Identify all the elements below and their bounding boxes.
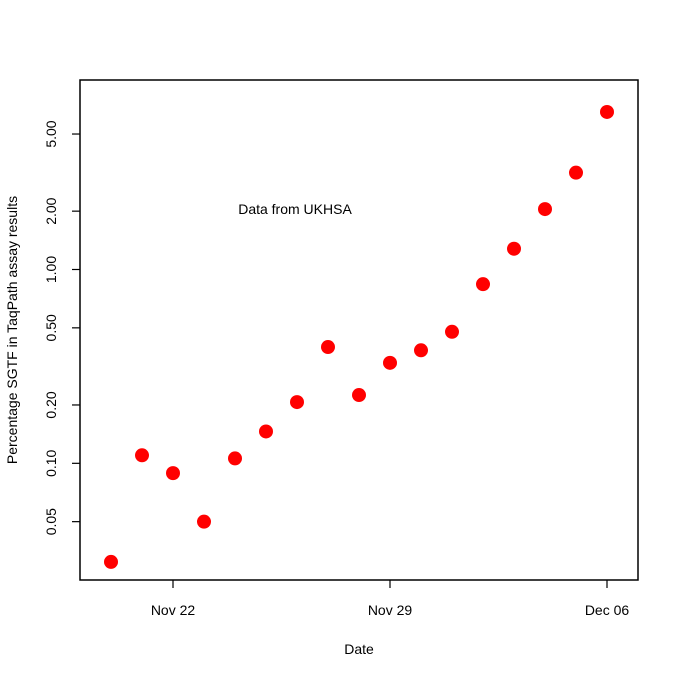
data-point [569, 165, 583, 180]
data-point [352, 388, 366, 403]
data-point [414, 343, 428, 358]
y-tick-label: 0.10 [43, 449, 59, 476]
data-point [290, 395, 304, 410]
data-point [135, 448, 149, 463]
x-tick-label: Nov 22 [151, 602, 196, 618]
x-tick-label: Nov 29 [368, 602, 413, 618]
data-point [476, 277, 490, 292]
data-point [228, 451, 242, 466]
y-tick-label: 1.00 [43, 256, 59, 283]
data-points [104, 104, 614, 569]
data-point [104, 554, 118, 569]
x-axis: Nov 22 Nov 29 Dec 06 [151, 580, 630, 618]
data-point [321, 340, 335, 355]
y-tick-label: 5.00 [43, 120, 59, 147]
data-point [507, 241, 521, 256]
data-point [166, 466, 180, 481]
data-point [538, 202, 552, 217]
y-axis: 0.05 0.10 0.20 0.50 1.00 2.00 5.00 [43, 120, 80, 535]
y-axis-label: Percentage SGTF in TaqPath assay results [4, 196, 20, 464]
data-point [445, 324, 459, 339]
x-tick-label: Dec 06 [585, 602, 630, 618]
y-tick-label: 0.20 [43, 391, 59, 418]
data-point [600, 104, 614, 119]
data-point [259, 424, 273, 439]
y-tick-label: 2.00 [43, 197, 59, 224]
plot-frame [79, 79, 639, 581]
data-point [383, 355, 397, 370]
chart-annotation: Data from UKHSA [238, 201, 352, 217]
y-tick-label: 0.50 [43, 314, 59, 341]
x-axis-label: Date [344, 641, 374, 657]
y-tick-label: 0.05 [43, 508, 59, 535]
data-point [197, 514, 211, 529]
